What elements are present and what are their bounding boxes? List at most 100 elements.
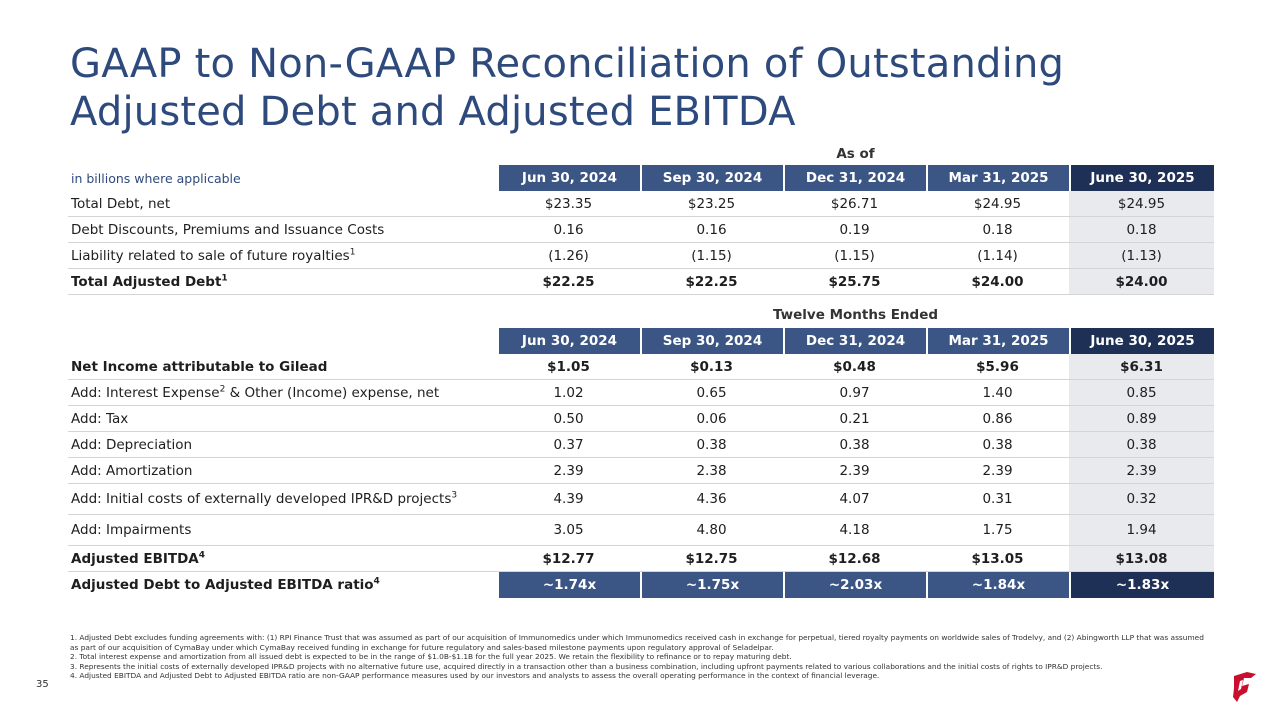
row-label: Adjusted EBITDA4 — [68, 546, 497, 572]
row-label: Add: Initial costs of externally develop… — [68, 484, 497, 515]
column-header: Jun 30, 2024 — [497, 165, 640, 191]
cell-value: 0.21 — [783, 406, 926, 432]
cell-value: ~1.84x — [926, 572, 1069, 598]
row-label-text: Adjusted Debt to Adjusted EBITDA ratio — [71, 577, 374, 593]
table-row: Debt Discounts, Premiums and Issuance Co… — [68, 217, 1214, 243]
footnote: 2. Total interest expense and amortizati… — [70, 652, 792, 661]
row-label-text: Add: Impairments — [71, 522, 192, 538]
cell-value: 2.39 — [783, 458, 926, 484]
column-header: Jun 30, 2024 — [497, 328, 640, 354]
row-label: Total Debt, net — [68, 191, 497, 217]
table-row: Liability related to sale of future roya… — [68, 243, 1214, 269]
row-label-text: Adjusted EBITDA — [71, 550, 199, 567]
row-label-text: Add: Depreciation — [71, 436, 193, 453]
cell-value: $12.75 — [640, 546, 783, 572]
cell-value: 0.16 — [497, 217, 640, 243]
row-label-text: Total Adjusted Debt — [71, 273, 222, 290]
unit-label: in billions where applicable — [71, 170, 241, 186]
table-row: Add: Amortization 2.39 2.38 2.39 2.39 2.39 — [68, 458, 1214, 484]
cell-value: ~2.03x — [783, 572, 926, 598]
column-header-current: June 30, 2025 — [1069, 328, 1214, 354]
column-header: Mar 31, 2025 — [926, 165, 1069, 191]
cell-value: 4.80 — [640, 515, 783, 546]
cell-value: 0.97 — [783, 380, 926, 406]
cell-value-current: ~1.83x — [1069, 572, 1214, 598]
page-number: 35 — [36, 679, 49, 690]
row-label: Add: Depreciation — [68, 432, 497, 458]
page-title: GAAP to Non-GAAP Reconciliation of Outst… — [70, 41, 1065, 135]
column-header: Dec 31, 2024 — [783, 328, 926, 354]
table-row: Total Debt, net $23.35 $23.25 $26.71 $24.95 $… — [68, 191, 1214, 217]
footnote-ref: 3 — [451, 490, 458, 501]
cell-value: 3.05 — [497, 515, 640, 546]
row-label-text: Total Debt, net — [71, 195, 171, 212]
cell-value-current: 0.85 — [1069, 380, 1214, 406]
footnote: 4. Adjusted EBITDA and Adjusted Debt to … — [70, 671, 880, 680]
cell-value: 1.75 — [926, 515, 1069, 546]
cell-value: $1.05 — [497, 354, 640, 380]
cell-value: $13.05 — [926, 546, 1069, 572]
table-row: Adjusted Debt to Adjusted EBITDA ratio4 ~… — [68, 572, 1214, 598]
cell-value-current: 2.39 — [1069, 458, 1214, 484]
row-label: Total Adjusted Debt1 — [68, 269, 497, 295]
cell-value: (1.14) — [926, 243, 1069, 269]
cell-value: 2.38 — [640, 458, 783, 484]
column-header-current: June 30, 2025 — [1069, 165, 1214, 191]
ebitda-header-row: Jun 30, 2024 Sep 30, 2024 Dec 31, 2024 M… — [68, 328, 1214, 354]
row-label-text: Add: Initial costs of externally develop… — [71, 491, 452, 507]
cell-value: 4.07 — [783, 484, 926, 515]
cell-value: ~1.75x — [640, 572, 783, 598]
gilead-logo-icon — [1233, 672, 1256, 702]
footnote-ref: 1 — [349, 247, 356, 257]
table-row: Add: Tax 0.50 0.06 0.21 0.86 0.89 — [68, 406, 1214, 432]
cell-value: 0.38 — [640, 432, 783, 458]
cell-value: ~1.74x — [497, 572, 640, 598]
cell-value: 0.18 — [926, 217, 1069, 243]
cell-value-current: $24.95 — [1069, 191, 1214, 217]
footnote: 1. Adjusted Debt excludes funding agreem… — [70, 633, 1204, 652]
cell-value: 0.50 — [497, 406, 640, 432]
column-header: Mar 31, 2025 — [926, 328, 1069, 354]
row-label-text: Debt Discounts, Premiums and Issuance Co… — [71, 221, 385, 238]
row-label: Adjusted Debt to Adjusted EBITDA ratio4 — [68, 572, 497, 598]
cell-value: $23.25 — [640, 191, 783, 217]
adjusted-debt-table: in billions where applicable Jun 30, 202… — [68, 165, 1214, 295]
twelve-months-label: Twelve Months Ended — [772, 307, 939, 323]
row-label-text: Add: Interest Expense — [71, 384, 220, 401]
table-row: Add: Interest Expense2 & Other (Income) … — [68, 380, 1214, 406]
cell-value: $12.68 — [783, 546, 926, 572]
cell-value: 0.38 — [926, 432, 1069, 458]
row-label: Add: Impairments — [68, 515, 497, 546]
cell-value: (1.15) — [640, 243, 783, 269]
cell-value: (1.26) — [497, 243, 640, 269]
table-row: Adjusted EBITDA4 $12.77 $12.75 $12.68 $13.05… — [68, 546, 1214, 572]
cell-value: 4.18 — [783, 515, 926, 546]
row-label: Debt Discounts, Premiums and Issuance Co… — [68, 217, 497, 243]
column-header: Dec 31, 2024 — [783, 165, 926, 191]
cell-value: $24.95 — [926, 191, 1069, 217]
row-label-text: Net Income attributable to Gilead — [71, 358, 328, 375]
cell-value-current: 0.32 — [1069, 484, 1214, 515]
cell-value: $22.25 — [640, 269, 783, 295]
footnote-ref: 1 — [221, 273, 228, 283]
debt-header-row: in billions where applicable Jun 30, 202… — [68, 165, 1214, 191]
cell-value: $0.48 — [783, 354, 926, 380]
cell-value: 0.38 — [783, 432, 926, 458]
cell-value: 0.19 — [783, 217, 926, 243]
cell-value: $5.96 — [926, 354, 1069, 380]
cell-value-current: $6.31 — [1069, 354, 1214, 380]
cell-value: 1.40 — [926, 380, 1069, 406]
row-label-text: & Other (Income) expense, net — [225, 384, 440, 401]
cell-value: $24.00 — [926, 269, 1069, 295]
cell-value: (1.15) — [783, 243, 926, 269]
cell-value: $0.13 — [640, 354, 783, 380]
footnotes: 1. Adjusted Debt excludes funding agreem… — [70, 633, 1210, 681]
row-label: Net Income attributable to Gilead — [68, 354, 497, 380]
column-header: Sep 30, 2024 — [640, 165, 783, 191]
cell-value: 0.37 — [497, 432, 640, 458]
cell-value: 0.86 — [926, 406, 1069, 432]
cell-value-current: $24.00 — [1069, 269, 1214, 295]
table-row: Net Income attributable to Gilead $1.05 $0… — [68, 354, 1214, 380]
cell-value-current: 0.18 — [1069, 217, 1214, 243]
cell-value: $25.75 — [783, 269, 926, 295]
